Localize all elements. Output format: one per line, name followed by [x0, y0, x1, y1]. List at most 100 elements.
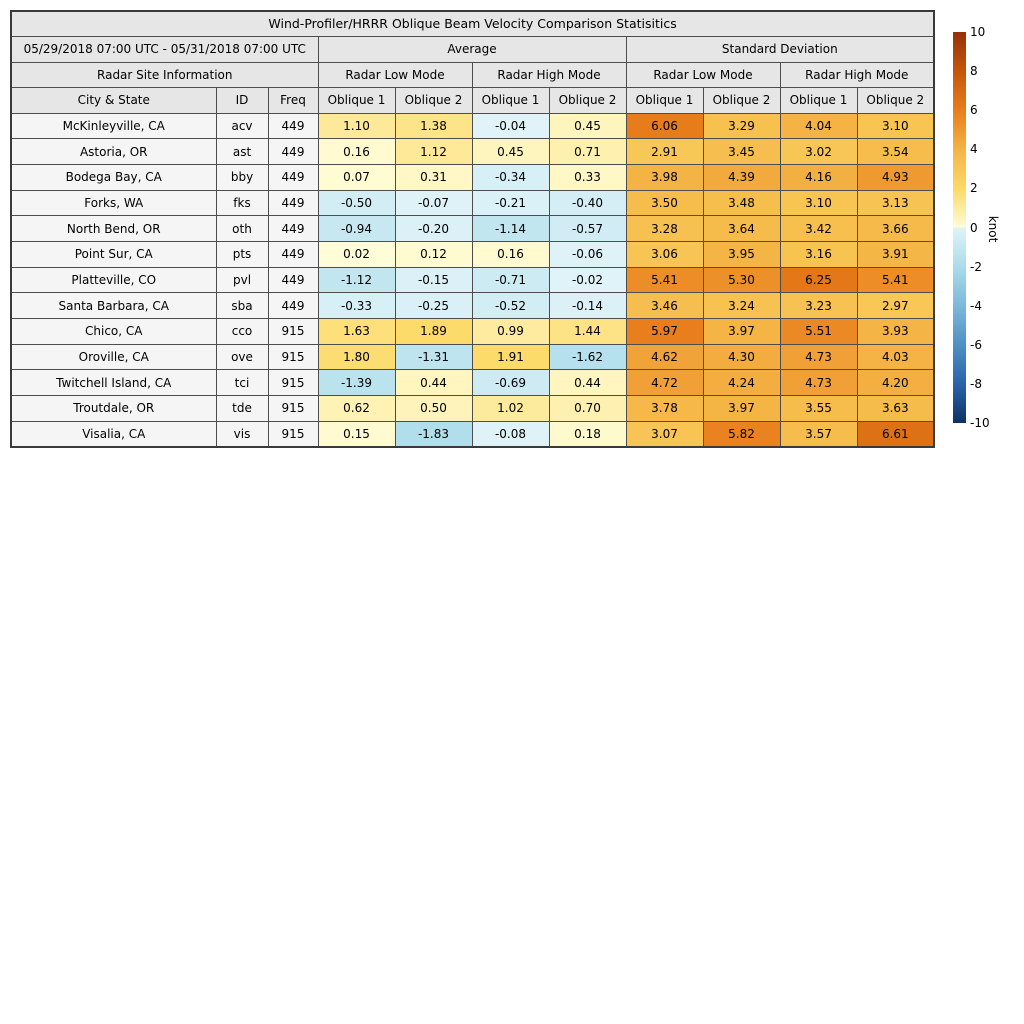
figure-title: Wind-Profiler/HRRR Oblique Beam Velocity…: [10, 10, 935, 37]
col-header-oblique: Oblique 1: [471, 86, 550, 114]
value-cell: 0.62: [317, 395, 396, 422]
table-row: Troutdale, OR tde 915 0.62 0.50 1.02 0.70 3.78 3…: [10, 395, 935, 422]
value-cell: 1.44: [548, 318, 627, 345]
value-cell: 3.50: [625, 189, 704, 217]
value-cell: 0.16: [471, 240, 550, 268]
value-cell: -0.50: [317, 189, 396, 217]
id-cell: acv: [215, 112, 269, 140]
col-header-oblique: Oblique 2: [548, 86, 627, 114]
value-cell: 4.30: [702, 343, 781, 371]
freq-cell: 449: [267, 292, 319, 319]
group-header-std-deviation: Standard Deviation: [625, 35, 935, 63]
value-cell: -0.06: [548, 240, 627, 268]
value-cell: 3.28: [625, 215, 704, 242]
id-cell: pts: [215, 240, 269, 268]
mode-header-avg-high: Radar High Mode: [471, 61, 627, 88]
freq-cell: 915: [267, 343, 319, 371]
value-cell: 4.39: [702, 163, 781, 191]
freq-cell: 449: [267, 189, 319, 217]
colorbar-tick-label: 8: [970, 64, 978, 79]
table-row: McKinleyville, CA acv 449 1.10 1.38 -0.04 0.45…: [10, 112, 935, 140]
colorbar-tick-label: 6: [970, 103, 978, 118]
mode-header-avg-low: Radar Low Mode: [317, 61, 473, 88]
freq-cell: 449: [267, 266, 319, 294]
value-cell: 1.10: [317, 112, 396, 140]
colorbar-tick-label: -4: [970, 298, 982, 313]
id-cell: tde: [215, 395, 269, 422]
value-cell: 3.24: [702, 292, 781, 319]
value-cell: 3.10: [856, 112, 935, 140]
colorbar-tick-label: -6: [970, 337, 982, 352]
table-row: Astoria, OR ast 449 0.16 1.12 0.45 0.71 2.91 3.4…: [10, 138, 935, 165]
id-cell: fks: [215, 189, 269, 217]
table-row: Chico, CA cco 915 1.63 1.89 0.99 1.44 5.97 3.97 5…: [10, 318, 935, 345]
mode-header-std-high: Radar High Mode: [779, 61, 935, 88]
value-cell: 5.41: [856, 266, 935, 294]
colorbar-gradient: [953, 32, 966, 423]
value-cell: 1.38: [394, 112, 473, 140]
table-row: Visalia, CA vis 915 0.15 -1.83 -0.08 0.18 3.07 5…: [10, 420, 935, 448]
value-cell: -0.71: [471, 266, 550, 294]
group-header-average: Average: [317, 35, 627, 63]
stats-table: Wind-Profiler/HRRR Oblique Beam Velocity…: [10, 10, 936, 448]
value-cell: -0.14: [548, 292, 627, 319]
city-cell: North Bend, OR: [10, 215, 217, 242]
colorbar-tick-label: 2: [970, 181, 978, 196]
freq-cell: 449: [267, 163, 319, 191]
id-cell: cco: [215, 318, 269, 345]
value-cell: -0.52: [471, 292, 550, 319]
value-cell: 4.20: [856, 369, 935, 397]
value-cell: -0.33: [317, 292, 396, 319]
table-body: McKinleyville, CA acv 449 1.10 1.38 -0.04 0.45…: [10, 112, 935, 448]
value-cell: 3.54: [856, 138, 935, 165]
value-cell: 4.73: [779, 343, 858, 371]
value-cell: 3.23: [779, 292, 858, 319]
col-header-oblique: Oblique 1: [625, 86, 704, 114]
value-cell: 3.97: [702, 395, 781, 422]
value-cell: -1.39: [317, 369, 396, 397]
value-cell: 3.13: [856, 189, 935, 217]
value-cell: -0.40: [548, 189, 627, 217]
value-cell: 4.03: [856, 343, 935, 371]
value-cell: -0.69: [471, 369, 550, 397]
colorbar-tick-label: -2: [970, 259, 982, 274]
freq-cell: 915: [267, 395, 319, 422]
value-cell: 3.10: [779, 189, 858, 217]
value-cell: 1.02: [471, 395, 550, 422]
city-cell: Oroville, CA: [10, 343, 217, 371]
value-cell: 1.91: [471, 343, 550, 371]
value-cell: -1.31: [394, 343, 473, 371]
table-row: Bodega Bay, CA bby 449 0.07 0.31 -0.34 0.33 3.9…: [10, 163, 935, 191]
value-cell: -0.21: [471, 189, 550, 217]
value-cell: -0.07: [394, 189, 473, 217]
freq-cell: 915: [267, 318, 319, 345]
value-cell: 6.25: [779, 266, 858, 294]
value-cell: 4.72: [625, 369, 704, 397]
table-row: Oroville, CA ove 915 1.80 -1.31 1.91 -1.62 4.62…: [10, 343, 935, 371]
value-cell: 0.12: [394, 240, 473, 268]
value-cell: 1.80: [317, 343, 396, 371]
value-cell: -0.20: [394, 215, 473, 242]
id-cell: pvl: [215, 266, 269, 294]
colorbar-ticks: 10 8 6 4 2 0 -2 -4 -6 -8 -10: [970, 26, 1000, 429]
table-row: Forks, WA fks 449 -0.50 -0.07 -0.21 -0.40 3.50 3…: [10, 189, 935, 217]
colorbar-tick-label: 0: [970, 220, 978, 235]
colorbar-tick-label: -10: [970, 416, 990, 430]
id-cell: vis: [215, 420, 269, 448]
col-header-oblique: Oblique 2: [702, 86, 781, 114]
colorbar-unit-label: knot: [986, 215, 1000, 243]
city-cell: Bodega Bay, CA: [10, 163, 217, 191]
value-cell: 5.97: [625, 318, 704, 345]
value-cell: 3.98: [625, 163, 704, 191]
id-cell: sba: [215, 292, 269, 319]
colorbar-tick-label: 4: [970, 142, 978, 157]
value-cell: 5.41: [625, 266, 704, 294]
table-row: North Bend, OR oth 449 -0.94 -0.20 -1.14 -0.57…: [10, 215, 935, 242]
freq-cell: 449: [267, 138, 319, 165]
value-cell: -1.62: [548, 343, 627, 371]
value-cell: 6.06: [625, 112, 704, 140]
city-cell: Chico, CA: [10, 318, 217, 345]
id-cell: oth: [215, 215, 269, 242]
value-cell: 0.02: [317, 240, 396, 268]
